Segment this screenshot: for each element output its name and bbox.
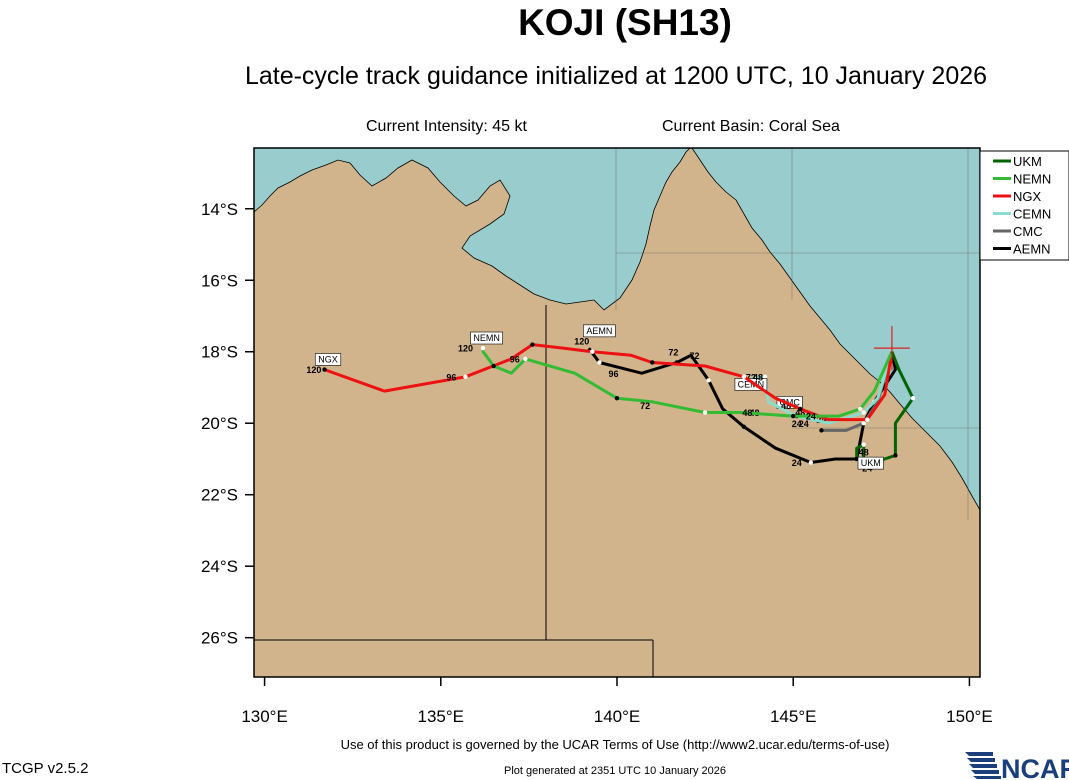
- track-point: [819, 428, 824, 433]
- track-point: [491, 363, 496, 369]
- model-tag-label: UKM: [861, 458, 881, 468]
- storm-title: KOJI (SH13): [518, 2, 732, 43]
- model-tag-box: [776, 396, 803, 409]
- model-tag-label: NGX: [318, 354, 338, 364]
- ncar-logo-text: NCAR: [1001, 754, 1069, 780]
- legend-label: CEMN: [1013, 207, 1051, 222]
- track-point: [910, 396, 916, 401]
- legend: UKM NEMN NGX CEMN CMC AEMN: [979, 150, 1069, 261]
- terms-of-use: Use of this product is governed by the U…: [340, 737, 890, 752]
- ncar-logo: NCAR: [965, 752, 1069, 780]
- track-point: [741, 374, 747, 379]
- track-point: [614, 396, 620, 401]
- forecast-hour-label: 48: [742, 408, 752, 418]
- track-point: [463, 374, 468, 379]
- track-point: [530, 342, 535, 347]
- track-point: [322, 367, 327, 372]
- current-intensity: Current Intensity: 45 kt: [366, 118, 527, 135]
- forecast-hour-label: 96: [446, 372, 456, 382]
- ncar-logo-icon: [965, 752, 1001, 779]
- track-point: [650, 360, 655, 365]
- track-point: [762, 374, 768, 379]
- current-basin: Current Basin: Coral Sea: [662, 118, 840, 135]
- y-tick-label: 24°S: [201, 557, 238, 576]
- y-tick-label: 18°S: [201, 343, 238, 362]
- axes: 130°E 135°E 140°E 145°E 150°E 14°S 16°S 18°S 20°…: [201, 200, 993, 726]
- track-point: [480, 345, 486, 351]
- forecast-hour-label: 24: [792, 419, 802, 429]
- x-tick-label: 130°E: [241, 707, 288, 726]
- gulf-of-carpentaria: [254, 148, 691, 311]
- forecast-hour-label: 48: [795, 408, 805, 418]
- track-point: [861, 421, 866, 426]
- model-tag-label: CMC: [779, 397, 800, 407]
- model-tag-box: [470, 331, 503, 345]
- forecast-hour-label: 24: [806, 412, 816, 422]
- x-tick-label: 145°E: [770, 707, 817, 726]
- track-point: [893, 453, 898, 458]
- y-tick-label: 26°S: [201, 629, 238, 648]
- forecast-hour-label: 48: [753, 372, 763, 382]
- model-tag-label: NEMN: [473, 333, 500, 343]
- x-tick-label: 135°E: [418, 707, 465, 726]
- forecast-hour-label: 24: [799, 419, 809, 429]
- y-tick-label: 14°S: [201, 200, 238, 219]
- model-tag-label: CEMN: [738, 379, 765, 389]
- track-line: [481, 348, 894, 418]
- forecast-hour-label: 72: [668, 347, 678, 357]
- legend-label: NEMN: [1013, 172, 1051, 187]
- current-position-marker: [873, 326, 910, 371]
- y-tick-label: 16°S: [201, 271, 238, 290]
- generated-timestamp: Plot generated at 2351 UTC 10 January 20…: [504, 765, 726, 777]
- track-point: [857, 406, 863, 412]
- forecast-hour-label: 120: [306, 365, 321, 375]
- legend-label: AEMN: [1013, 242, 1051, 257]
- forecast-hour-label: 120: [574, 337, 589, 347]
- y-tick-label: 20°S: [201, 414, 238, 433]
- track-point: [741, 424, 747, 429]
- forecast-hour-label: 72: [690, 351, 700, 361]
- track-point: [523, 356, 528, 362]
- model-tag-box: [857, 456, 884, 470]
- track-point: [590, 349, 595, 354]
- x-tick-label: 150°E: [946, 707, 993, 726]
- forecast-hour-label: 72: [640, 401, 650, 411]
- track-ukm: 2448UKM: [854, 351, 916, 473]
- track-point: [702, 410, 708, 415]
- y-tick-label: 22°S: [201, 486, 238, 505]
- forecast-hour-label: 48: [781, 401, 791, 411]
- forecast-hour-label: 120: [458, 344, 473, 354]
- forecast-hour-label: 96: [510, 354, 520, 364]
- version-label: TCGP v2.5.2: [2, 760, 89, 777]
- coral-sea: [691, 148, 980, 511]
- guidance-subtitle: Late-cycle track guidance initialized at…: [244, 62, 988, 90]
- track-point: [706, 378, 711, 383]
- forecast-hour-label: 48: [859, 447, 869, 457]
- track-point: [861, 410, 866, 415]
- legend-box: [979, 150, 1069, 261]
- x-tick-label: 140°E: [594, 707, 641, 726]
- model-tag-label: AEMN: [586, 326, 612, 336]
- model-tag-box: [583, 324, 616, 338]
- track-point: [861, 442, 866, 447]
- forecast-hour-label: 24: [792, 458, 802, 468]
- track-point: [808, 460, 814, 465]
- model-tag-box: [314, 353, 342, 366]
- track-point: [597, 360, 602, 365]
- legend-label: CMC: [1013, 224, 1043, 239]
- track-point: [791, 413, 796, 419]
- track-point: [865, 417, 870, 422]
- forecast-hour-label: 96: [608, 369, 618, 379]
- track-point: [798, 406, 803, 412]
- track-map: 130°E 135°E 140°E 145°E 150°E 14°S 16°S 18°S 20°…: [201, 147, 1069, 726]
- grid-lines: [615, 148, 980, 520]
- forecast-tracks: 24487296120AEMN2448CMC244872CEMN24487296…: [306, 324, 916, 473]
- legend-label: UKM: [1013, 154, 1042, 169]
- legend-label: NGX: [1013, 189, 1042, 204]
- forecast-hour-label: 72: [746, 372, 756, 382]
